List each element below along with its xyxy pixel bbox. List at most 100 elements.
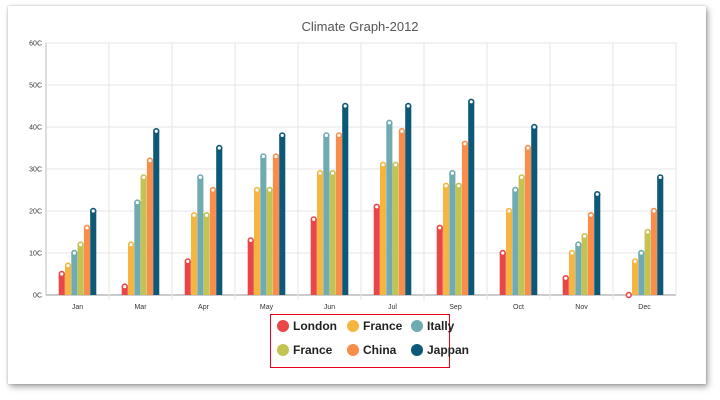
bar-itally-nov[interactable] <box>575 244 582 295</box>
bar-china-may[interactable] <box>272 156 279 295</box>
bar-marker <box>524 144 532 152</box>
bar-london-oct[interactable] <box>499 253 506 295</box>
bar-itally-jul[interactable] <box>386 122 393 295</box>
bar-marker <box>575 241 582 248</box>
bar-france-jan[interactable] <box>65 265 72 295</box>
bar-itally-sep[interactable] <box>449 173 456 295</box>
bar-france-mar[interactable] <box>140 177 147 295</box>
bar-marker <box>71 249 78 257</box>
legend-item-jappan[interactable]: Jappan <box>411 342 469 358</box>
legend-marker-icon <box>411 344 423 356</box>
bar-jappan-dec[interactable] <box>657 177 664 295</box>
bar-marker <box>121 283 128 290</box>
bar-france-oct[interactable] <box>506 211 513 295</box>
legend-item-london[interactable]: London <box>277 318 337 334</box>
bar-marker <box>379 161 387 169</box>
bar-itally-jan[interactable] <box>71 253 78 295</box>
bar-france-dec[interactable] <box>644 232 651 295</box>
bar-china-mar[interactable] <box>146 160 153 295</box>
bar-france-sep[interactable] <box>455 185 462 295</box>
bar-china-sep[interactable] <box>461 143 468 295</box>
bar-london-apr[interactable] <box>184 261 191 295</box>
legend-item-france[interactable]: France <box>347 318 402 334</box>
bar-france-may[interactable] <box>266 190 273 295</box>
legend-item-france[interactable]: France <box>277 342 332 358</box>
legend-label: London <box>293 319 337 333</box>
bar-london-jun[interactable] <box>310 219 317 295</box>
bar-marker <box>146 157 154 164</box>
bar-france-mar[interactable] <box>128 244 135 295</box>
bar-france-jul[interactable] <box>380 164 387 295</box>
bar-marker <box>625 291 632 299</box>
bar-london-nov[interactable] <box>562 278 569 295</box>
bar-france-jan[interactable] <box>77 244 84 295</box>
bar-marker <box>197 174 204 181</box>
bar-jappan-jun[interactable] <box>342 106 349 295</box>
bar-france-oct[interactable] <box>518 177 525 295</box>
bar-china-dec[interactable] <box>650 211 657 295</box>
bar-france-jul[interactable] <box>392 164 399 295</box>
bar-marker <box>266 186 273 194</box>
legend-label: Jappan <box>427 343 470 357</box>
bar-jappan-sep[interactable] <box>468 101 475 295</box>
legend-item-china[interactable]: China <box>347 342 396 358</box>
y-tick-label: 20C <box>29 209 42 216</box>
bar-itally-may[interactable] <box>260 156 267 295</box>
y-tick-label: 40C <box>29 125 42 132</box>
bar-london-jan[interactable] <box>58 274 65 295</box>
y-tick-label: 10C <box>29 251 42 258</box>
legend-marker-icon <box>411 320 423 332</box>
bar-marker <box>512 186 519 194</box>
bar-jappan-apr[interactable] <box>216 148 223 295</box>
bar-london-may[interactable] <box>247 240 254 295</box>
bar-london-mar[interactable] <box>121 286 128 295</box>
legend-marker-icon <box>277 344 289 356</box>
bar-france-apr[interactable] <box>191 215 198 295</box>
bar-china-jul[interactable] <box>398 131 405 295</box>
bar-france-may[interactable] <box>254 190 261 295</box>
bar-marker <box>436 224 443 232</box>
bar-france-nov[interactable] <box>581 236 588 295</box>
bar-itally-apr[interactable] <box>197 177 204 295</box>
bar-france-jun[interactable] <box>329 173 336 295</box>
bar-france-dec[interactable] <box>632 261 639 295</box>
bar-jappan-jan[interactable] <box>90 211 97 295</box>
legend-label: China <box>363 343 397 357</box>
bar-china-nov[interactable] <box>587 215 594 295</box>
bar-itally-dec[interactable] <box>638 253 645 295</box>
bar-itally-oct[interactable] <box>512 190 519 295</box>
bar-jappan-nov[interactable] <box>594 194 601 295</box>
bar-china-oct[interactable] <box>524 148 531 295</box>
bar-itally-jun[interactable] <box>323 135 330 295</box>
bar-jappan-oct[interactable] <box>531 127 538 295</box>
bar-marker <box>499 249 506 257</box>
bar-marker <box>587 212 595 219</box>
bar-marker <box>209 186 217 194</box>
bar-china-jan[interactable] <box>83 227 90 295</box>
legend-marker-icon <box>347 320 359 332</box>
bar-marker <box>442 182 450 190</box>
bar-marker <box>310 216 317 223</box>
bar-china-apr[interactable] <box>209 190 216 295</box>
bar-jappan-mar[interactable] <box>153 131 160 295</box>
x-tick-label: May <box>260 304 274 311</box>
bar-london-sep[interactable] <box>436 227 443 295</box>
x-tick-label: Jun <box>324 304 335 311</box>
bar-china-jun[interactable] <box>335 135 342 295</box>
bar-jappan-jul[interactable] <box>405 106 412 295</box>
legend-item-itally[interactable]: Itally <box>411 318 454 334</box>
bar-marker <box>127 241 135 248</box>
bar-jappan-may[interactable] <box>279 135 286 295</box>
bar-marker <box>518 174 525 181</box>
bar-france-jun[interactable] <box>317 173 324 295</box>
bar-marker <box>568 249 576 257</box>
legend-marker-icon <box>347 344 359 356</box>
bar-london-jul[interactable] <box>373 206 380 295</box>
bar-france-apr[interactable] <box>203 215 210 295</box>
legend-label: France <box>363 319 403 333</box>
bar-itally-mar[interactable] <box>134 202 141 295</box>
chart-title: Climate Graph-2012 <box>301 19 418 34</box>
bar-france-sep[interactable] <box>443 185 450 295</box>
bar-marker <box>449 170 456 177</box>
bar-france-nov[interactable] <box>569 253 576 295</box>
